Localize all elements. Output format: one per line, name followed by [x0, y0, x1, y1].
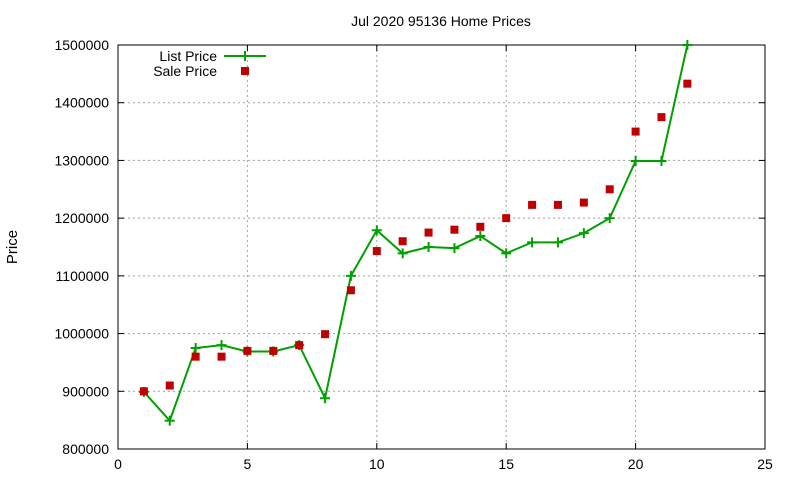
sale-price-point	[269, 346, 278, 355]
list-price-point	[449, 243, 460, 254]
list-price-line	[143, 44, 689, 423]
sale-price-point	[165, 381, 174, 390]
sale-price-point	[398, 237, 407, 246]
x-tick-label: 10	[369, 456, 385, 472]
y-axis-label: Price	[4, 230, 21, 264]
sale-price-point	[683, 79, 692, 88]
list-price-point	[397, 248, 408, 259]
list-price-point	[682, 40, 693, 50]
list-price-point	[630, 156, 641, 167]
list-price-point	[190, 343, 201, 353]
y-tick-label: 1300000	[54, 152, 109, 168]
sale-price-point	[321, 330, 330, 339]
sale-price-point	[553, 200, 562, 209]
list-price-point	[578, 228, 589, 239]
list-price-point	[656, 156, 667, 167]
y-tick-label: 1500000	[54, 37, 109, 53]
list-price-point	[423, 242, 434, 252]
y-tick-label: 1200000	[54, 210, 109, 226]
sale-price-point	[346, 286, 355, 295]
list-price-point	[604, 213, 615, 224]
series-marks	[138, 40, 693, 426]
sale-price-point	[579, 198, 588, 207]
sale-price-point	[528, 200, 537, 209]
x-tick-label: 0	[114, 456, 122, 472]
sale-price-point	[243, 346, 252, 355]
x-tick-label: 25	[757, 456, 773, 472]
list-price-point	[164, 415, 175, 426]
sale-price-point	[631, 127, 640, 136]
y-tick-label: 1100000	[56, 268, 110, 284]
legend-label: List Price	[159, 48, 217, 64]
list-price-point	[345, 270, 356, 281]
list-price-point	[216, 340, 227, 351]
legend-swatch-marker	[240, 51, 250, 61]
y-tick-label: 1400000	[54, 95, 109, 111]
y-tick-label: 1000000	[54, 326, 109, 342]
chart-title: Jul 2020 95136 Home Prices	[351, 13, 531, 29]
list-price-point	[501, 248, 512, 259]
y-tick-label: 800000	[62, 441, 109, 457]
x-tick-label: 20	[628, 456, 644, 472]
grid	[118, 45, 765, 449]
sale-price-point	[191, 352, 200, 361]
sale-price-series	[139, 79, 692, 396]
x-tick-label: 15	[498, 456, 514, 472]
sale-price-point	[657, 113, 666, 122]
sale-price-point	[372, 247, 381, 256]
list-price-point	[371, 225, 382, 236]
axis-ticks: 0 5 10 15 20 25 800000 900000 1000000 1100000 1200…	[54, 37, 773, 472]
sale-price-point	[295, 341, 304, 350]
sale-price-point	[605, 185, 614, 194]
sale-price-point	[424, 228, 433, 237]
list-price-point	[552, 237, 563, 248]
sale-price-point	[139, 387, 148, 396]
list-price-point	[475, 231, 486, 242]
x-tick-label: 5	[244, 456, 252, 472]
y-tick-label: 900000	[62, 383, 109, 399]
sale-price-point	[476, 222, 485, 231]
sale-price-point	[502, 214, 511, 223]
sale-price-point	[217, 352, 226, 361]
list-price-point	[527, 237, 538, 248]
list-price-point	[320, 393, 331, 404]
sale-price-point	[450, 225, 459, 234]
list-price-series	[138, 40, 693, 426]
plot-frame	[117, 44, 766, 450]
legend-swatch-marker	[241, 67, 249, 75]
legend-label: Sale Price	[153, 63, 217, 79]
